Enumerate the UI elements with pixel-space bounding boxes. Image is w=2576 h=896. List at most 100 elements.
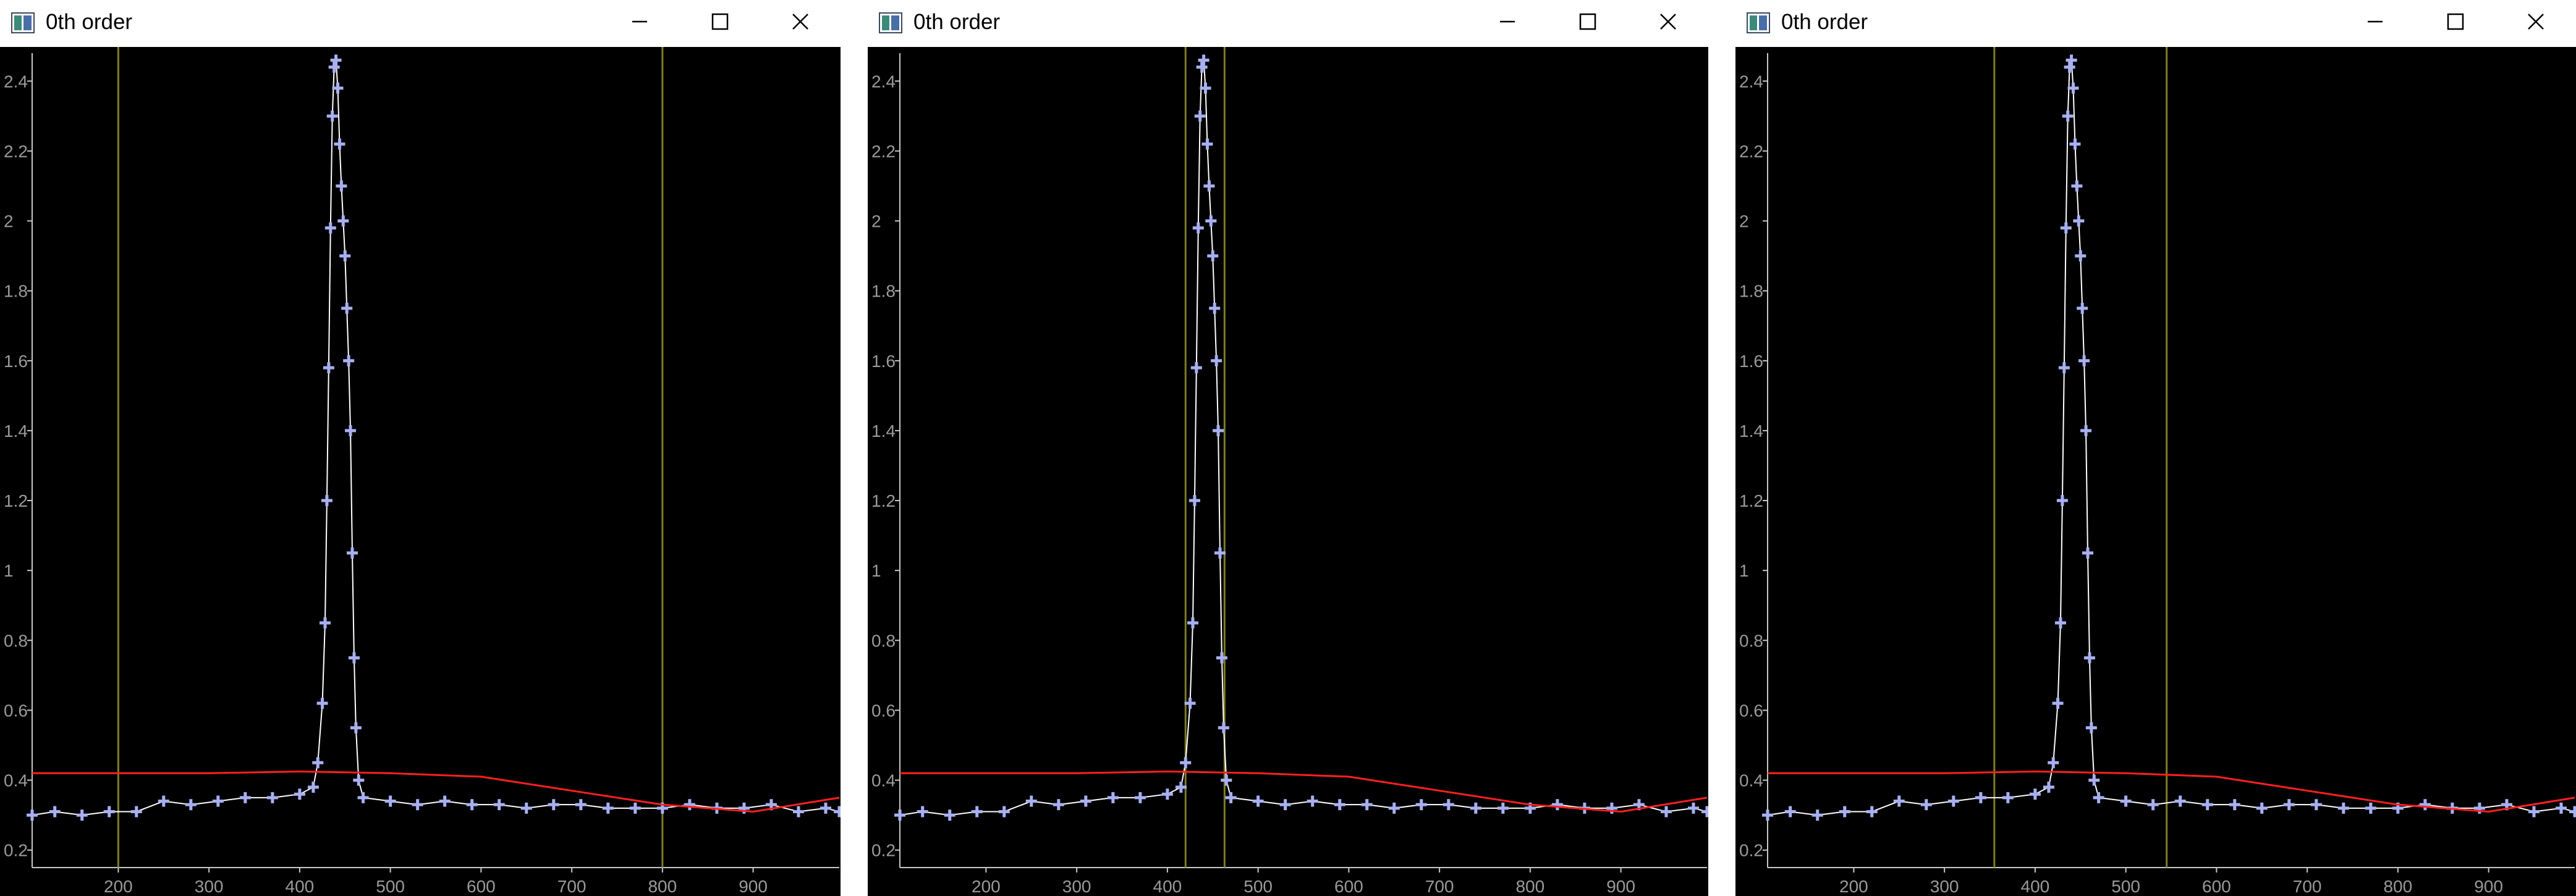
data-point xyxy=(548,799,559,811)
data-point xyxy=(629,802,641,814)
data-point xyxy=(319,617,331,629)
data-point xyxy=(520,802,532,814)
maximize-icon xyxy=(1579,13,1596,30)
data-point xyxy=(2052,698,2064,709)
title-bar[interactable]: 0th order xyxy=(868,0,1708,47)
data-point xyxy=(2075,250,2087,262)
data-point xyxy=(2083,652,2095,664)
data-point xyxy=(2002,792,2014,803)
data-point xyxy=(1415,799,1427,811)
data-point xyxy=(2174,795,2186,807)
data-point xyxy=(1334,799,1345,811)
y-tick-label: 1.4 xyxy=(871,421,896,441)
minimize-button[interactable] xyxy=(2335,0,2415,43)
close-icon xyxy=(2528,14,2544,30)
data-point xyxy=(792,806,804,818)
maximize-button[interactable] xyxy=(680,0,760,43)
data-point xyxy=(2060,222,2072,234)
data-point xyxy=(1203,180,1215,192)
data-point xyxy=(1307,795,1318,807)
data-point xyxy=(1470,802,1481,814)
data-point xyxy=(2093,792,2104,803)
data-point xyxy=(1180,757,1192,769)
plot-canvas[interactable]: 0.2 0.4 0.6 0.8 1 1.2 1.4 1.6 1.8 2 2.2 2.4 200 300 40… xyxy=(1735,47,2576,896)
data-point xyxy=(341,302,353,314)
data-point xyxy=(1188,495,1200,507)
data-point xyxy=(1920,799,1932,811)
data-point xyxy=(2256,802,2268,814)
data-point xyxy=(337,215,349,227)
data-point xyxy=(2147,799,2159,811)
plot-canvas[interactable]: 0.2 0.4 0.6 0.8 1 1.2 1.4 1.6 1.8 2 2.2 2.4 200 300 40… xyxy=(868,47,1708,896)
close-button[interactable] xyxy=(760,0,841,43)
y-tick-label: 0.8 xyxy=(871,631,896,650)
minimize-icon xyxy=(632,20,647,23)
maximize-button[interactable] xyxy=(2415,0,2496,43)
plot-window-3[interactable]: 0th order 0.2 0.4 0.6 0.8 1 1.2 1.4 1.6 1.8 2 2.2 2… xyxy=(1735,0,2576,896)
plot-window-2[interactable]: 0th order 0.2 0.4 0.6 0.8 1 1.2 1.4 1.6 1.8 2 2.2 2… xyxy=(868,0,1708,896)
data-point xyxy=(1225,792,1237,803)
data-point xyxy=(1784,806,1796,818)
minimize-button[interactable] xyxy=(1467,0,1548,43)
y-tick-label: 0.2 xyxy=(1739,841,1763,860)
data-point xyxy=(239,792,251,803)
app-window-icon xyxy=(879,12,902,33)
plot-window-1[interactable]: 0th order 0.2 0.4 0.6 0.8 1 1.2 1.4 1.6 1.8 2 2.2 2… xyxy=(0,0,841,896)
y-tick-label: 1.4 xyxy=(4,421,28,441)
minimize-button[interactable] xyxy=(600,0,680,43)
data-point xyxy=(353,774,365,786)
data-point xyxy=(76,809,88,821)
y-tick-label: 2.4 xyxy=(1739,72,1763,91)
data-point xyxy=(2365,802,2376,814)
title-bar[interactable]: 0th order xyxy=(1735,0,2576,47)
data-point xyxy=(350,722,362,733)
data-point xyxy=(384,795,396,807)
data-series-line xyxy=(32,60,840,816)
plot-canvas[interactable]: 0.2 0.4 0.6 0.8 1 1.2 1.4 1.6 1.8 2 2.2 2.4 200 300 40… xyxy=(0,47,841,896)
x-tick-label: 600 xyxy=(467,877,496,896)
chart-svg: 0.2 0.4 0.6 0.8 1 1.2 1.4 1.6 1.8 2 2.2 2.4 200 300 40… xyxy=(871,47,1708,896)
x-tick-label: 600 xyxy=(2202,877,2231,896)
data-point xyxy=(1866,806,1878,818)
data-point xyxy=(894,809,905,821)
data-series-line xyxy=(899,60,1708,816)
y-tick-label: 0.6 xyxy=(4,701,28,720)
data-point xyxy=(330,54,342,66)
y-tick-label: 0.2 xyxy=(4,841,28,860)
title-bar[interactable]: 0th order xyxy=(0,0,841,47)
data-point xyxy=(324,222,336,234)
data-point xyxy=(1213,425,1224,436)
data-point xyxy=(2029,788,2041,800)
data-point xyxy=(339,250,351,262)
close-button[interactable] xyxy=(2496,0,2576,43)
close-icon xyxy=(1660,14,1676,30)
data-point xyxy=(834,806,841,818)
window-title: 0th order xyxy=(913,10,1001,34)
maximize-icon xyxy=(2447,13,2464,30)
data-point xyxy=(684,799,695,811)
data-point xyxy=(2088,774,2100,786)
y-tick-label: 1.8 xyxy=(871,282,896,301)
data-point xyxy=(2337,802,2349,814)
data-point xyxy=(1361,799,1373,811)
data-point xyxy=(1893,795,1905,807)
data-point xyxy=(1194,110,1206,122)
data-point xyxy=(2064,61,2075,73)
data-point xyxy=(2555,802,2567,814)
data-point xyxy=(1221,774,1232,786)
data-point xyxy=(332,82,344,94)
data-point xyxy=(944,809,955,821)
chart-svg: 0.2 0.4 0.6 0.8 1 1.2 1.4 1.6 1.8 2 2.2 2.4 200 300 40… xyxy=(1739,47,2576,896)
data-point xyxy=(345,425,357,436)
data-point xyxy=(1184,698,1196,709)
data-point xyxy=(820,802,831,814)
x-tick-label: 400 xyxy=(1153,877,1182,896)
data-point xyxy=(1811,809,1823,821)
data-point xyxy=(1192,222,1204,234)
maximize-button[interactable] xyxy=(1548,0,1628,43)
x-tick-label: 900 xyxy=(1606,877,1635,896)
y-tick-label: 2.2 xyxy=(1739,142,1763,161)
data-point xyxy=(2056,495,2068,507)
close-button[interactable] xyxy=(1628,0,1708,43)
x-tick-label: 200 xyxy=(972,877,1001,896)
